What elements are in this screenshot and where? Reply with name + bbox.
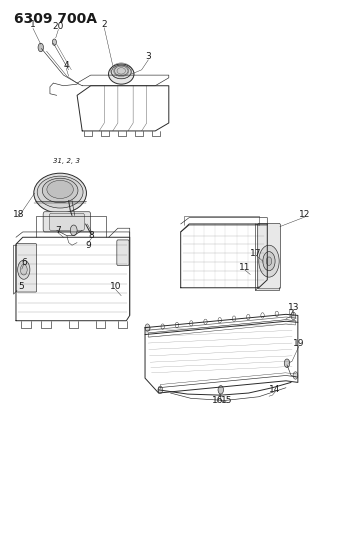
Circle shape — [275, 311, 279, 317]
Text: 20: 20 — [53, 22, 64, 31]
Circle shape — [218, 318, 221, 323]
Circle shape — [38, 43, 44, 52]
Text: 6: 6 — [21, 258, 27, 266]
Circle shape — [266, 257, 272, 265]
Circle shape — [70, 225, 77, 236]
Circle shape — [290, 310, 293, 315]
Text: 16: 16 — [212, 396, 223, 405]
Text: 7: 7 — [55, 226, 61, 235]
FancyBboxPatch shape — [43, 212, 91, 232]
Text: 19: 19 — [293, 339, 305, 348]
Text: 9: 9 — [86, 241, 91, 250]
Circle shape — [247, 314, 250, 320]
Circle shape — [232, 316, 236, 321]
Circle shape — [20, 264, 27, 275]
Ellipse shape — [42, 178, 78, 203]
Circle shape — [175, 322, 179, 328]
Ellipse shape — [34, 173, 87, 213]
Circle shape — [204, 319, 207, 325]
Circle shape — [291, 312, 296, 320]
Circle shape — [218, 385, 223, 394]
Circle shape — [259, 245, 279, 277]
Text: 1: 1 — [30, 20, 36, 29]
Circle shape — [161, 324, 164, 329]
Ellipse shape — [115, 66, 128, 76]
FancyBboxPatch shape — [49, 213, 85, 230]
Text: 6309 700A: 6309 700A — [14, 12, 97, 27]
Text: 10: 10 — [110, 282, 121, 291]
Text: 5: 5 — [18, 282, 24, 291]
Ellipse shape — [47, 180, 73, 198]
Text: 15: 15 — [221, 396, 232, 405]
Circle shape — [293, 372, 298, 379]
Ellipse shape — [108, 64, 134, 84]
Circle shape — [261, 313, 264, 318]
Circle shape — [158, 386, 163, 393]
FancyBboxPatch shape — [16, 244, 37, 292]
Text: 12: 12 — [299, 210, 310, 219]
Text: 31, 2, 3: 31, 2, 3 — [54, 158, 80, 164]
Text: 11: 11 — [239, 263, 250, 272]
FancyBboxPatch shape — [117, 240, 129, 265]
Circle shape — [284, 359, 290, 368]
Circle shape — [190, 321, 193, 326]
Circle shape — [18, 260, 30, 279]
Text: 2: 2 — [102, 20, 107, 29]
Circle shape — [147, 326, 150, 331]
Ellipse shape — [37, 176, 83, 208]
Circle shape — [263, 252, 275, 271]
Ellipse shape — [112, 65, 131, 79]
Text: 17: 17 — [250, 249, 262, 258]
FancyBboxPatch shape — [257, 223, 281, 289]
Text: 14: 14 — [269, 385, 281, 394]
Text: 13: 13 — [288, 303, 299, 312]
Text: 18: 18 — [13, 210, 24, 219]
Circle shape — [52, 39, 56, 45]
Text: 4: 4 — [63, 61, 69, 70]
Text: 8: 8 — [89, 231, 94, 240]
Text: 3: 3 — [146, 52, 151, 61]
Circle shape — [145, 324, 150, 332]
